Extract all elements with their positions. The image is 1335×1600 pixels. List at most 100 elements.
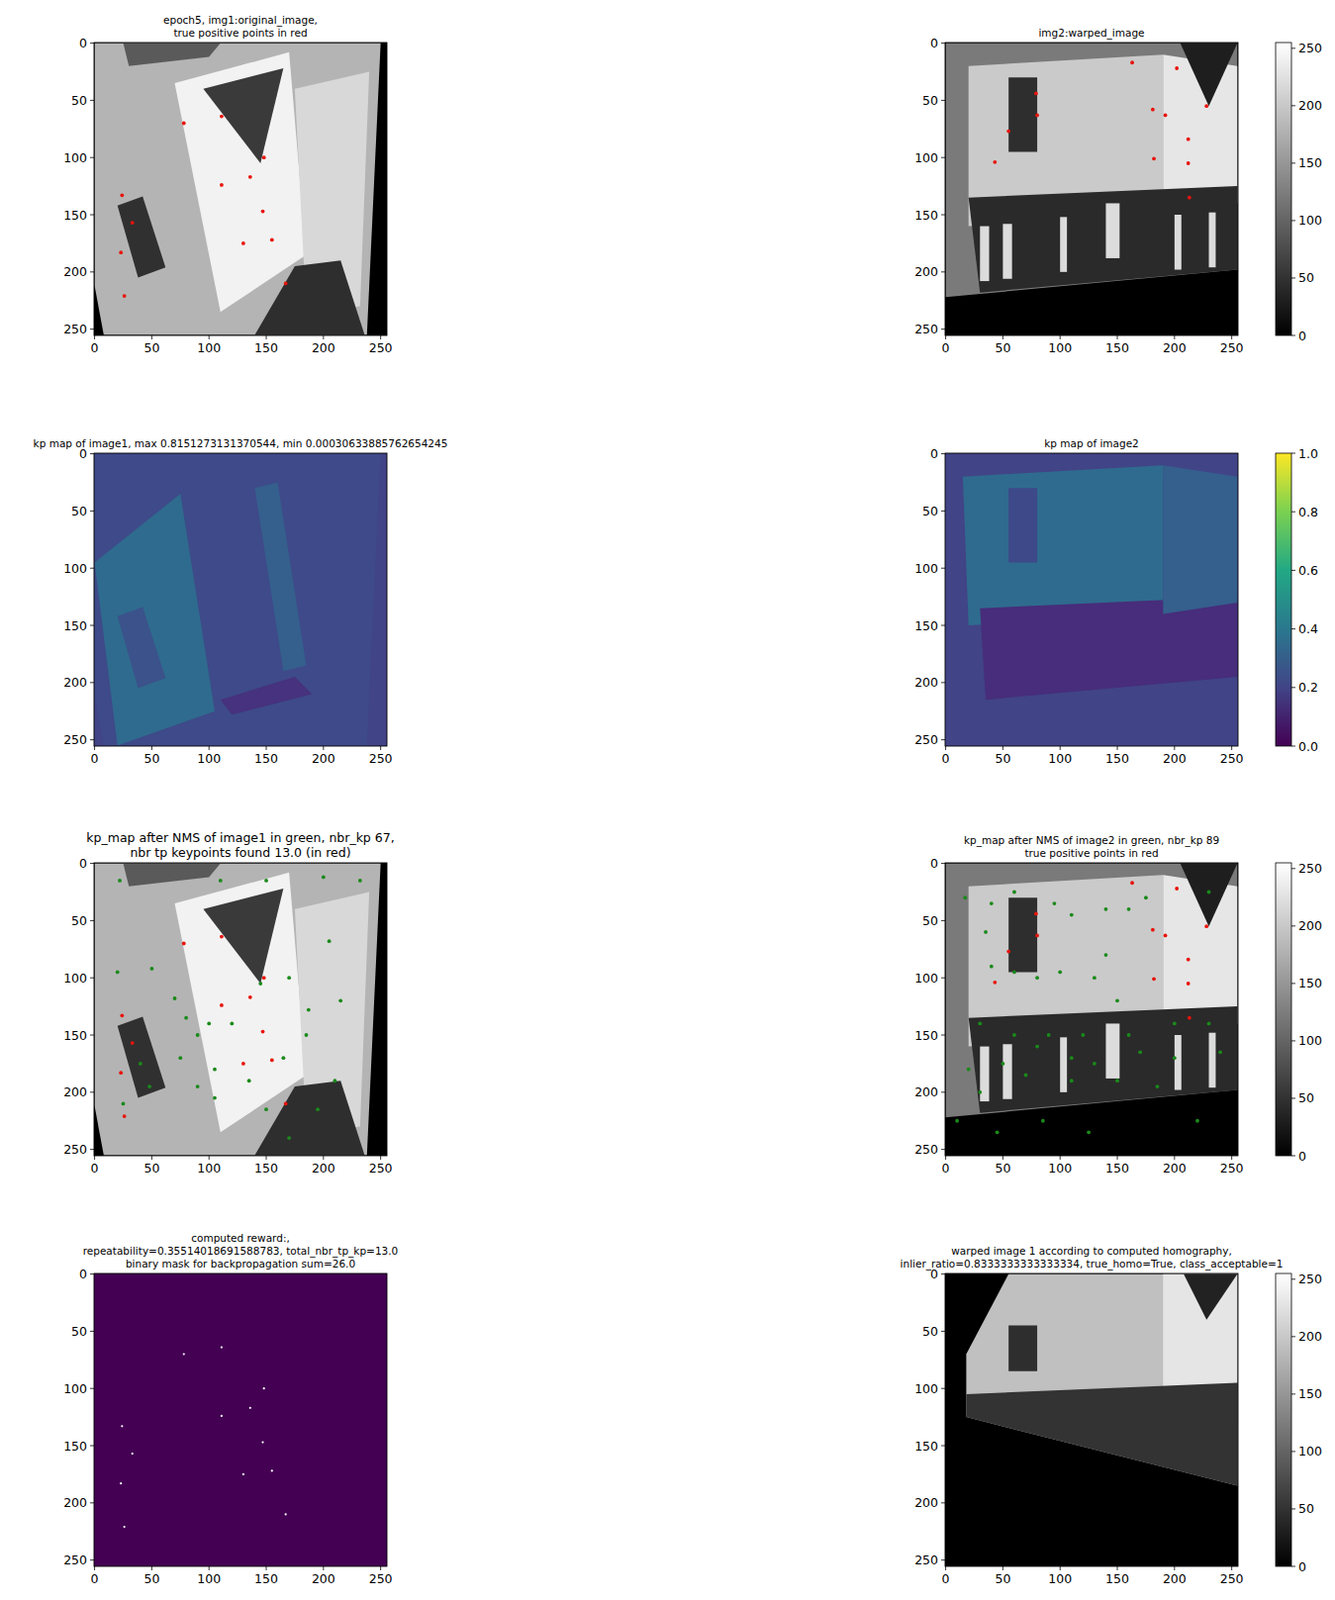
colorbar-tick: [1291, 1097, 1296, 1099]
image-region: [254, 481, 306, 671]
y-tick: [941, 1091, 946, 1093]
keypoint: [229, 1022, 234, 1027]
keypoint: [1163, 934, 1168, 939]
keypoint: [261, 209, 266, 214]
keypoint: [119, 1482, 122, 1485]
panel: 050100150200250050100150200250kp map of …: [914, 437, 1319, 766]
image-post: [1002, 223, 1012, 279]
y-tick: [90, 453, 95, 455]
y-tick: [941, 862, 946, 864]
colorbar-tick: [1291, 1155, 1296, 1157]
keypoint: [122, 1114, 127, 1119]
keypoint: [178, 1055, 183, 1060]
x-tick-label: 150: [1105, 340, 1130, 356]
y-tick-label: 150: [63, 618, 88, 634]
panel-title: kp map of image1, max 0.8151273131370544…: [33, 437, 449, 450]
keypoint: [1127, 907, 1132, 912]
x-tick: [266, 335, 268, 340]
image-region: [202, 888, 284, 984]
colorbar-tick-label: 50: [1298, 270, 1315, 286]
keypoint: [1092, 975, 1097, 980]
axes-frame: [945, 1273, 1239, 1567]
keypoint: [1151, 976, 1156, 981]
panel: 050100150200250050100150200250kp_map aft…: [63, 830, 395, 1176]
y-tick-label: 0: [930, 446, 939, 462]
keypoint: [1204, 924, 1209, 929]
colorbar-tick-label: 1.0: [1298, 446, 1319, 462]
keypoint: [281, 1055, 286, 1060]
panel-title: kp map of image2: [1044, 437, 1140, 450]
x-tick-label: 50: [143, 1571, 160, 1587]
y-tick-label: 200: [914, 1495, 939, 1511]
y-tick-label: 250: [914, 732, 939, 748]
colorbar-tick-label: 100: [1298, 1033, 1323, 1049]
x-tick: [945, 746, 947, 751]
panel: 050100150200250050100150200250img2:warpe…: [914, 26, 1323, 356]
image-region: [1162, 465, 1238, 614]
x-tick-label: 0: [91, 1571, 99, 1587]
y-tick-label: 50: [71, 1324, 88, 1339]
keypoint: [1069, 913, 1074, 918]
y-tick: [90, 977, 95, 979]
x-tick: [1173, 335, 1175, 340]
image-region: [117, 196, 167, 279]
colorbar: [1275, 862, 1292, 1156]
keypoint: [264, 878, 269, 883]
keypoint: [1172, 1022, 1177, 1027]
keypoint: [248, 995, 253, 1000]
colorbar-tick-label: 250: [1298, 1271, 1323, 1287]
image-region: [968, 1006, 1239, 1114]
y-tick: [90, 214, 95, 216]
keypoint: [992, 980, 997, 985]
colorbar-tick: [1291, 570, 1296, 572]
y-tick-label: 250: [63, 1552, 88, 1568]
colorbar-tick: [1291, 277, 1296, 279]
keypoint: [1024, 1073, 1029, 1078]
keypoint: [1144, 895, 1148, 900]
panel-title: binary mask for backpropagation sum=26.0: [125, 1257, 356, 1270]
colorbar-tick-label: 250: [1298, 860, 1323, 876]
y-tick: [941, 739, 946, 741]
x-tick: [1231, 746, 1233, 751]
keypoint: [147, 1084, 152, 1089]
x-tick: [208, 746, 210, 751]
x-tick: [1059, 746, 1061, 751]
x-tick-label: 0: [942, 1160, 951, 1176]
x-tick: [1117, 335, 1119, 340]
x-tick-label: 200: [1162, 1160, 1187, 1176]
image-background: [945, 42, 1239, 336]
keypoint: [219, 1003, 224, 1008]
y-tick-label: 100: [63, 150, 88, 166]
image-background: [945, 1273, 1239, 1567]
y-tick: [941, 453, 946, 455]
x-tick-label: 100: [1048, 340, 1072, 356]
keypoint: [995, 1130, 1000, 1135]
keypoint: [138, 1061, 143, 1066]
x-tick: [1117, 746, 1119, 751]
keypoint: [358, 878, 363, 883]
y-tick: [941, 1331, 946, 1333]
y-tick: [941, 977, 946, 979]
keypoint: [977, 1090, 982, 1095]
keypoint: [270, 238, 275, 243]
colorbar-tick: [1291, 628, 1296, 630]
colorbar-tick: [1291, 746, 1296, 748]
keypoint: [1057, 970, 1062, 975]
x-tick-label: 0: [91, 340, 99, 356]
keypoint: [983, 930, 988, 935]
y-tick: [90, 920, 95, 922]
image-region: [1008, 487, 1038, 563]
axes-frame: [94, 42, 387, 336]
keypoint: [123, 1525, 126, 1528]
image-region: [962, 465, 1163, 626]
image-background: [945, 862, 1239, 1156]
image-post: [1105, 202, 1120, 259]
keypoint: [1174, 66, 1179, 71]
x-tick: [945, 335, 947, 340]
colorbar-tick: [1291, 104, 1296, 106]
keypoint: [1174, 886, 1179, 891]
x-tick: [208, 1566, 210, 1571]
x-tick: [1117, 1566, 1119, 1571]
x-tick-label: 0: [91, 751, 99, 766]
keypoint: [271, 1469, 274, 1472]
